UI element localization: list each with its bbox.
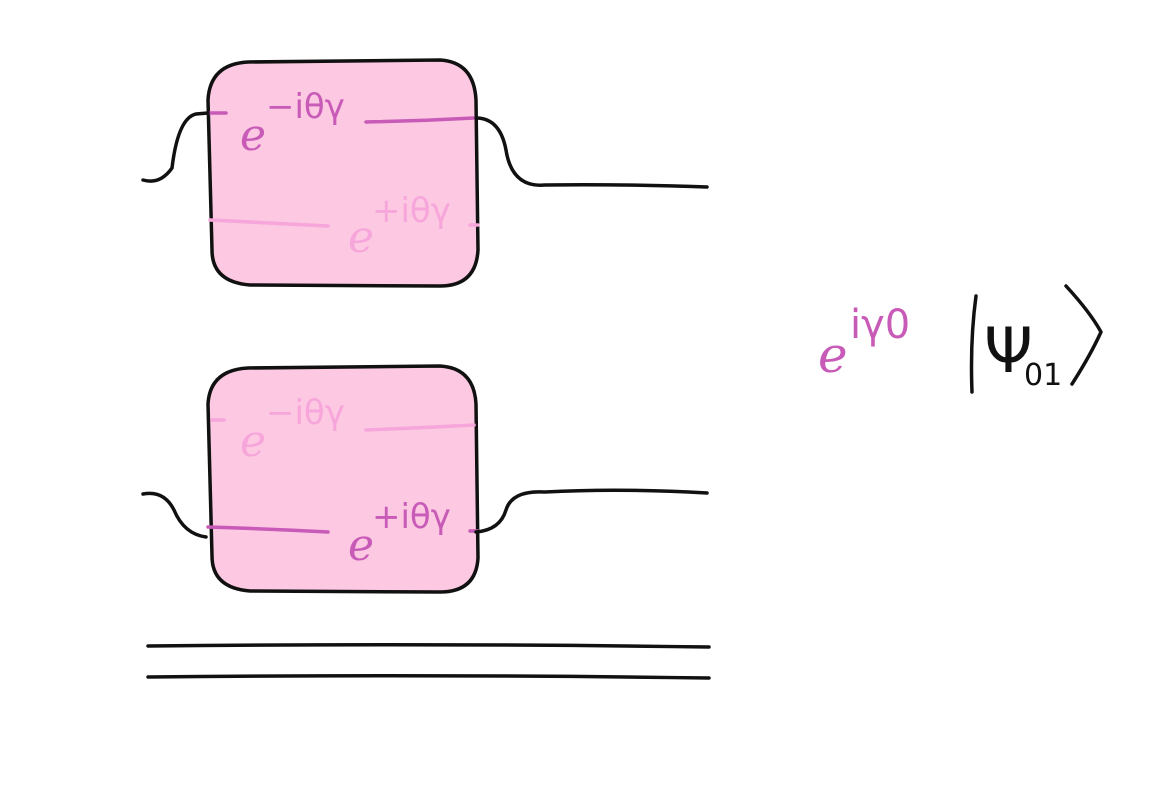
double-wire-bottom xyxy=(146,673,711,680)
gate-top-lower-label-exponent: +iθγ xyxy=(372,191,451,231)
double-wire-top xyxy=(146,642,711,649)
gate-bottom-output-wire xyxy=(474,488,709,534)
gate-bottom-input-wire xyxy=(141,491,208,539)
result-ket: Ψ 01 xyxy=(969,284,1103,394)
gate-top-lower-wire-left xyxy=(208,218,330,228)
ket-symbol: Ψ xyxy=(984,314,1033,387)
gate-top-upper-wire-right xyxy=(364,116,476,124)
gate-bottom-lower-label-base: e xyxy=(348,520,374,571)
gate-top-upper-label-exponent: −iθγ xyxy=(266,87,345,127)
result-expression: e iγ0 Ψ 01 xyxy=(818,284,1103,394)
gate-bottom-upper-label: e −iθγ xyxy=(240,393,345,467)
result-phase-exponent: iγ0 xyxy=(850,302,910,348)
gate-top-input-wire xyxy=(141,111,210,183)
double-wire xyxy=(146,642,711,680)
gate-top-lower-label: e +iθγ xyxy=(348,191,451,263)
gate-top-box xyxy=(206,58,480,288)
gate-bottom-upper-label-exponent: −iθγ xyxy=(266,393,345,433)
gate-bottom: e −iθγ e +iθγ xyxy=(141,364,709,594)
gate-top: e −iθγ e +iθγ xyxy=(141,58,709,288)
ket-right-angle xyxy=(1064,284,1103,386)
result-phase: e iγ0 xyxy=(818,302,910,384)
gate-top-upper-label: e −iθγ xyxy=(240,87,345,161)
result-phase-base: e xyxy=(818,326,848,384)
gate-bottom-lower-label: e +iθγ xyxy=(348,497,451,571)
gate-bottom-box xyxy=(206,364,480,594)
gate-bottom-lower-label-exponent: +iθγ xyxy=(372,497,451,537)
ket-subscript: 01 xyxy=(1024,358,1062,393)
gate-top-lower-label-base: e xyxy=(348,212,374,263)
gate-bottom-upper-wire-right xyxy=(364,423,476,432)
ket-left-bar xyxy=(969,294,978,394)
gate-top-output-wire xyxy=(474,116,709,189)
gate-bottom-upper-label-base: e xyxy=(240,416,266,467)
gate-top-upper-label-base: e xyxy=(240,110,266,161)
gate-bottom-lower-wire-left xyxy=(206,525,330,534)
